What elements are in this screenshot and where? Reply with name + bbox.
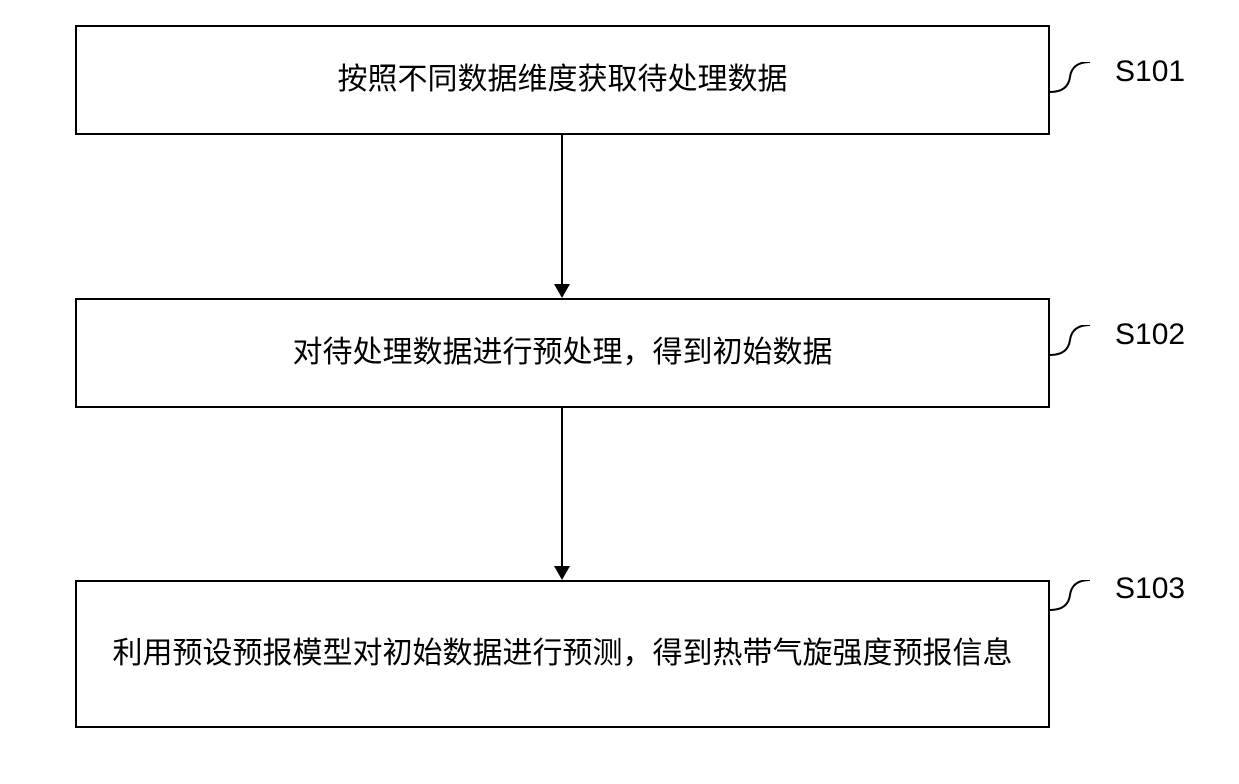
- connector-curve-2: [1050, 325, 1090, 365]
- arrow-head-2: [554, 566, 570, 580]
- step-text-2: 对待处理数据进行预处理，得到初始数据: [293, 329, 833, 377]
- arrow-line-2: [561, 408, 563, 566]
- arrow-head-1: [554, 284, 570, 298]
- step-box-2: 对待处理数据进行预处理，得到初始数据: [75, 298, 1050, 408]
- arrow-line-1: [561, 135, 563, 284]
- flowchart-container: 按照不同数据维度获取待处理数据 S101 对待处理数据进行预处理，得到初始数据 …: [0, 0, 1239, 784]
- connector-curve-1: [1050, 62, 1090, 102]
- step-label-2: S102: [1115, 318, 1185, 352]
- step-box-3: 利用预设预报模型对初始数据进行预测，得到热带气旋强度预报信息: [75, 580, 1050, 728]
- connector-curve-3: [1050, 580, 1090, 620]
- step-text-3: 利用预设预报模型对初始数据进行预测，得到热带气旋强度预报信息: [113, 630, 1013, 678]
- step-label-3: S103: [1115, 572, 1185, 606]
- step-text-1: 按照不同数据维度获取待处理数据: [338, 56, 788, 104]
- step-box-1: 按照不同数据维度获取待处理数据: [75, 25, 1050, 135]
- step-label-1: S101: [1115, 55, 1185, 89]
